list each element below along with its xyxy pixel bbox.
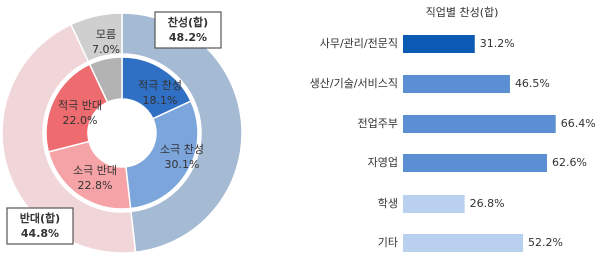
donut-segment	[45, 63, 109, 153]
label-box	[154, 11, 222, 49]
bar	[403, 234, 524, 252]
value-label: 26.8%	[470, 197, 505, 210]
segment-label: 찬성(합)	[168, 15, 208, 29]
donut-segment	[88, 56, 123, 104]
segment-value: 22.8%	[78, 179, 113, 192]
value-label: 31.2%	[480, 37, 515, 50]
segment-value: 7.0%	[92, 43, 120, 56]
bar	[403, 35, 475, 53]
chart-title: 직업별 찬성(합)	[426, 5, 499, 19]
bar	[403, 195, 465, 213]
y-tick-label: 생산/기술/서비스직	[310, 77, 398, 90]
donut-segment	[125, 100, 199, 210]
bar	[403, 154, 547, 172]
value-label: 62.6%	[552, 156, 587, 169]
y-tick-label: 자영업	[368, 156, 398, 169]
donut-segment	[121, 12, 243, 254]
value-label: 46.5%	[515, 77, 550, 90]
segment-label: 모름	[96, 28, 116, 41]
segment-value: 44.8%	[21, 227, 59, 240]
segment-label: 소극 반대	[73, 164, 117, 177]
segment-value: 18.1%	[143, 94, 178, 107]
y-tick-label: 사무/관리/전문직	[320, 37, 398, 50]
segment-value: 48.2%	[169, 31, 207, 44]
donut-segment	[69, 12, 123, 63]
bar	[403, 75, 510, 93]
segment-label: 적극 찬성	[138, 78, 182, 92]
value-label: 66.4%	[561, 117, 596, 130]
y-tick-label: 전업주부	[358, 117, 398, 130]
y-tick-label: 기타	[378, 236, 398, 249]
segment-label: 반대(합)	[20, 211, 60, 225]
segment-value: 22.0%	[63, 114, 98, 127]
segment-value: 30.1%	[165, 158, 200, 171]
value-label: 52.2%	[528, 236, 563, 249]
segment-label: 적극 반대	[58, 99, 102, 112]
label-box	[6, 207, 74, 245]
bar	[403, 115, 556, 133]
y-tick-label: 학생	[378, 197, 398, 210]
segment-label: 소극 찬성	[160, 142, 204, 156]
